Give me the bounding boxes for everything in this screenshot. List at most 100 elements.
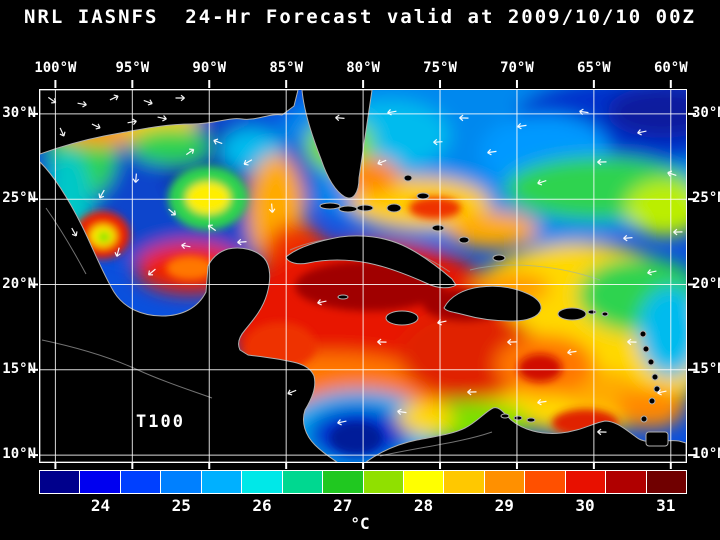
colorbar-segment (40, 471, 80, 493)
current-vector-arrow (147, 268, 156, 276)
landmass-trinidad (645, 431, 669, 447)
current-vector-arrow (243, 159, 253, 166)
bahamas-islands (386, 174, 506, 262)
florida-keys (356, 204, 374, 212)
current-vector-arrow (597, 428, 607, 436)
current-vector-arrow (132, 173, 140, 183)
top-axis-label: 75°W (423, 60, 457, 76)
colorbar-segment (605, 471, 646, 493)
current-vector-arrow (673, 228, 683, 236)
current-vectors (47, 94, 683, 436)
current-vector-arrow (537, 398, 547, 406)
colorbar-tick-label: 29 (494, 496, 514, 515)
current-vector-arrow (317, 299, 327, 306)
colorbar-segment (402, 471, 444, 493)
colorbar-tick-label: 31 (656, 496, 676, 515)
plot-title: NRL IASNFS 24-Hr Forecast valid at 2009/… (24, 6, 696, 28)
left-axis-label: 25°N (2, 190, 36, 207)
right-axis-label: 15°N (692, 360, 720, 377)
colorbar-segment (160, 471, 201, 493)
top-axis-label: 65°W (577, 60, 611, 76)
landmass-cayman (337, 294, 349, 300)
landmass-mexico-central-america (40, 161, 338, 462)
right-axis-label: 20°N (692, 275, 720, 292)
right-axis-label: 25°N (692, 190, 720, 207)
current-vector-arrow (109, 94, 119, 101)
colorbar-tick-label: 24 (90, 496, 111, 515)
florida-keys (319, 202, 341, 210)
current-vector-arrow (207, 224, 217, 232)
colorbar-segment (322, 471, 363, 493)
current-vector-arrow (337, 419, 347, 426)
current-vector-arrow (387, 109, 397, 116)
current-vector-arrow (623, 234, 633, 242)
current-vector-arrow (335, 114, 345, 122)
landmass-south-america (365, 407, 686, 462)
lat-lon-gridlines (40, 90, 686, 462)
current-vector-arrow (433, 138, 443, 146)
current-vector-arrow (59, 127, 66, 137)
current-vector-arrow (597, 158, 607, 166)
current-vector-arrow (459, 114, 469, 122)
colorbar-tick-label: 26 (252, 496, 272, 515)
left-axis-label: 20°N (2, 275, 36, 292)
landmasses (40, 90, 686, 462)
current-vector-arrow (517, 122, 527, 130)
colorbar-unit: °C (350, 514, 370, 533)
colorbar-segment (281, 471, 323, 493)
current-vector-arrow (397, 408, 407, 416)
top-axis-label: 85°W (269, 60, 304, 76)
current-vector-arrow (377, 338, 387, 346)
current-vector-arrow (143, 99, 153, 106)
landmass-us-gulf-coast (40, 90, 299, 155)
top-axis-label: 95°W (115, 60, 150, 76)
current-vector-arrow (77, 101, 87, 108)
field-depth-label: T100 (136, 412, 185, 432)
colorbar-segment (362, 471, 403, 493)
current-vector-arrow (71, 227, 78, 237)
current-vector-arrow (507, 338, 517, 346)
map-frame (39, 89, 687, 463)
current-vector-arrow (637, 129, 647, 136)
current-vector-arrow (377, 159, 387, 166)
current-vector-arrow (437, 319, 447, 326)
current-vector-arrow (181, 242, 191, 249)
florida-keys (338, 205, 358, 213)
top-axis-label: 60°W (653, 60, 688, 76)
current-vector-arrow (268, 203, 276, 213)
top-axis-label: 80°W (346, 60, 380, 76)
current-vector-arrow (627, 338, 637, 346)
current-vector-arrow (287, 389, 297, 396)
current-vector-arrow (579, 108, 589, 116)
current-vector-arrow (647, 269, 657, 276)
current-vector-arrow (657, 389, 667, 396)
colorbar-segment (564, 471, 606, 493)
top-axis-label: 90°W (192, 60, 227, 76)
colorbar-segment (119, 471, 161, 493)
current-vector-arrow (175, 94, 185, 102)
current-vector-arrow (213, 138, 223, 145)
top-axis-label: 100°W (34, 60, 77, 76)
left-axis-label: 10°N (2, 446, 36, 463)
top-axis-label: 70°W (500, 60, 534, 76)
colorbar-tick-label: 30 (575, 496, 595, 515)
colorbar-tick-label: 28 (413, 496, 434, 515)
landmass-jamaica (385, 310, 419, 326)
current-vector-arrow (185, 148, 195, 156)
left-axis-label: 30°N (2, 104, 36, 121)
current-vector-arrow (47, 96, 57, 104)
right-axis-label: 30°N (692, 104, 720, 121)
current-vector-arrow (487, 148, 497, 156)
landmass-puerto-rico (557, 307, 587, 321)
current-vector-arrow (114, 247, 121, 257)
current-vector-arrow (237, 238, 247, 246)
current-vector-arrow (157, 115, 167, 122)
map-canvas (40, 90, 686, 462)
landmass-florida (301, 90, 373, 199)
colorbar-segment (524, 471, 565, 493)
current-vector-arrow (537, 179, 547, 186)
current-vector-arrow (467, 388, 477, 396)
colorbar-segment (443, 471, 484, 493)
colorbar-segment (79, 471, 120, 493)
